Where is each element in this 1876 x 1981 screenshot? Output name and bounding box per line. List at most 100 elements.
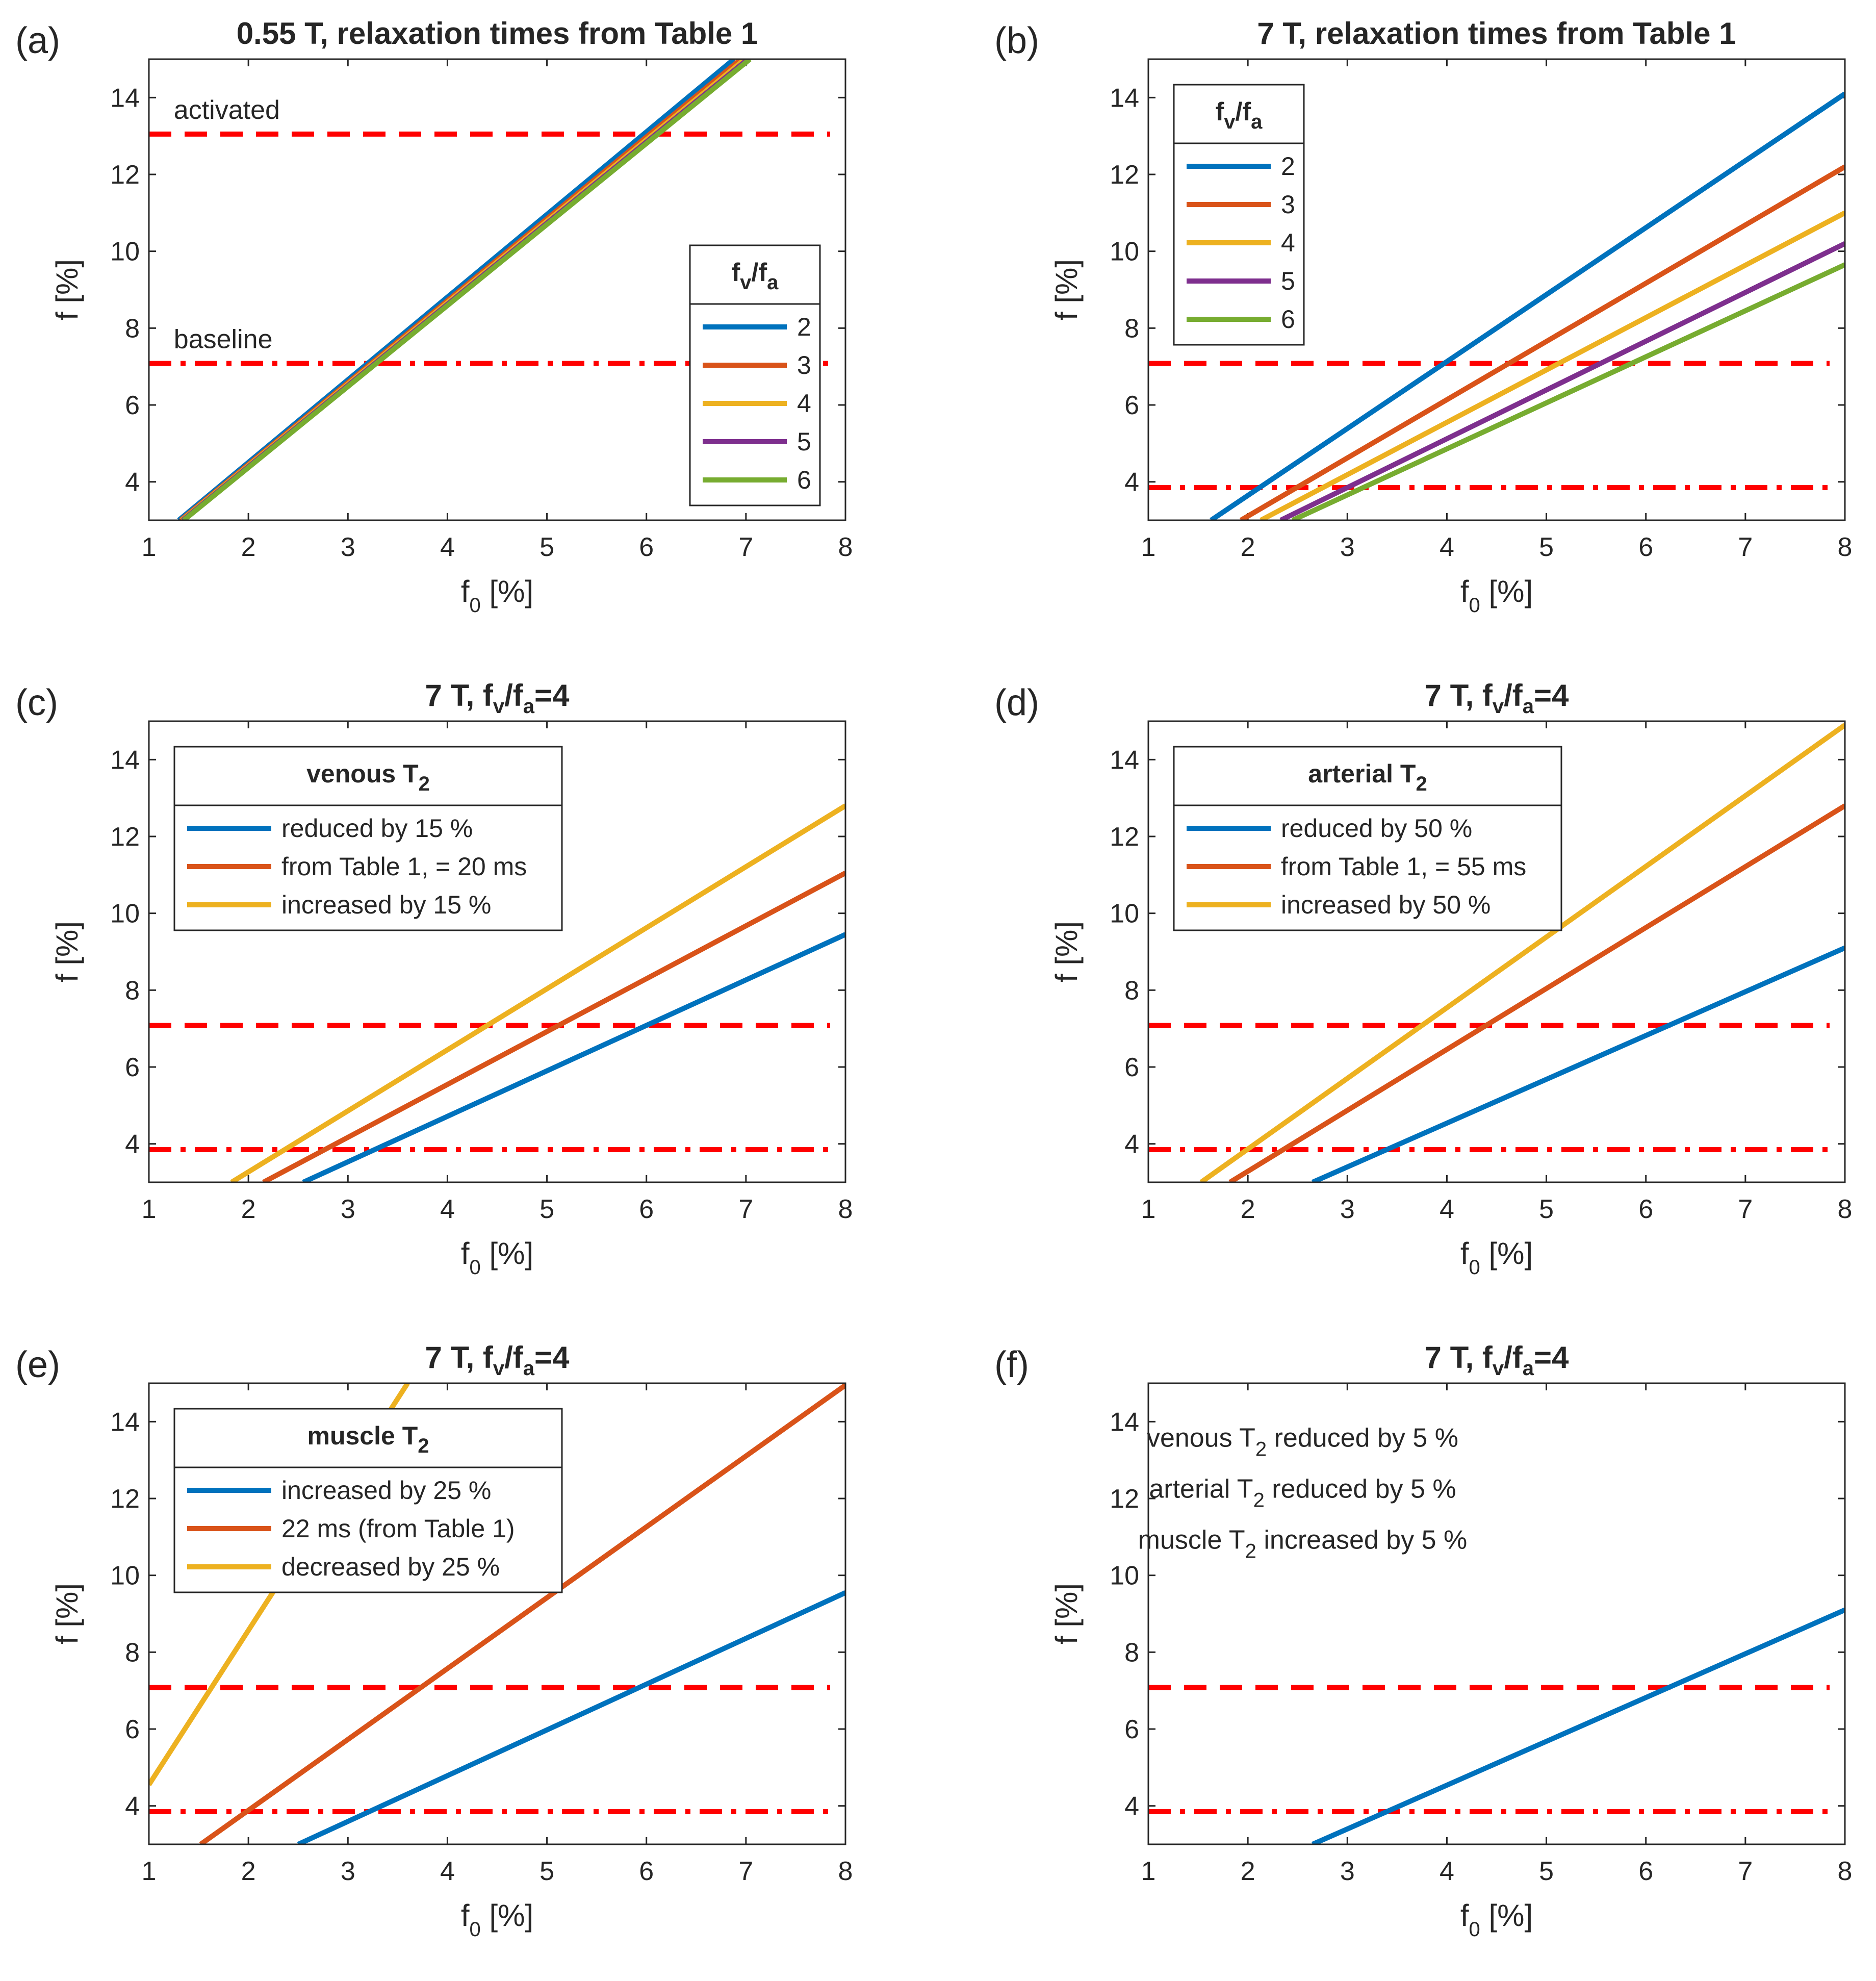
legend-box (689, 244, 821, 506)
legend-entry: reduced by 50 % (1281, 814, 1472, 843)
series-group (177, 59, 752, 520)
x-axis-label: f0 [%] (461, 574, 533, 617)
x-tick-label: 4 (1440, 1857, 1454, 1886)
x-tick-label: 2 (241, 1195, 256, 1224)
legend: fv/fa 2 3 4 5 6 (689, 244, 821, 506)
x-tick-label: 7 (738, 1195, 753, 1224)
reference-line-label: activated (174, 95, 280, 125)
panel-label: (c) (15, 682, 58, 723)
y-tick-label: 6 (125, 1715, 140, 1744)
x-tick-label: 1 (1141, 532, 1156, 562)
y-axis-label: f [%] (50, 921, 84, 982)
y-tick-label: 6 (1124, 1715, 1139, 1744)
legend-title: muscle T2 (307, 1421, 429, 1457)
legend-entry: 2 (797, 313, 811, 341)
x-tick-label: 8 (838, 1195, 853, 1224)
y-tick-label: 6 (1124, 391, 1139, 420)
x-tick-label: 6 (639, 1195, 654, 1224)
panel-a: (a) 0.55 T, relaxation times from Table 1… (15, 16, 853, 617)
y-tick-label: 10 (110, 899, 140, 929)
x-tick-label: 5 (1539, 1195, 1554, 1224)
series-line-reduced-by-15- (302, 932, 845, 1182)
series-line-3 (1239, 164, 1845, 520)
legend-entry: from Table 1, = 20 ms (281, 852, 527, 881)
legend-entry: from Table 1, = 55 ms (1281, 852, 1526, 881)
legend-entry: decreased by 25 % (281, 1553, 500, 1581)
y-tick-label: 12 (1110, 1484, 1139, 1514)
x-tick-label: 8 (838, 1857, 853, 1886)
y-tick-label: 14 (1110, 1407, 1139, 1437)
y-axis-label: f [%] (1049, 259, 1084, 320)
series-line-increased-by-15- (230, 803, 845, 1182)
y-tick-label: 12 (1110, 822, 1139, 852)
y-tick-label: 12 (110, 1484, 140, 1514)
reference-line-label: baseline (174, 325, 273, 354)
x-tick-label: 6 (1638, 532, 1653, 562)
legend-entry: increased by 25 % (281, 1476, 491, 1505)
x-tick-label: 5 (539, 532, 554, 562)
panel-label: (e) (15, 1344, 60, 1385)
chart-title: 7 T, fv/fa=4 (1425, 1340, 1570, 1380)
panel-label: (d) (994, 682, 1039, 723)
x-tick-label: 6 (1638, 1857, 1653, 1886)
legend-entry: 6 (1281, 305, 1295, 334)
series-line-combined (1311, 1607, 1845, 1844)
x-tick-label: 7 (738, 532, 753, 562)
legend-entry: 3 (797, 351, 811, 379)
x-tick-label: 5 (539, 1857, 554, 1886)
y-tick-label: 4 (125, 1130, 140, 1159)
series-line-6 (1291, 262, 1845, 520)
y-tick-label: 10 (1110, 1561, 1139, 1591)
x-tick-label: 8 (1838, 532, 1853, 562)
series-line-22-ms-from-table-1- (199, 1383, 845, 1844)
legend: muscle T2 increased by 25 % 22 ms (from Ta… (173, 1408, 563, 1593)
legend-entry: 2 (1281, 152, 1295, 181)
series-line-reduced-by-50- (1311, 945, 1845, 1182)
series-group (230, 803, 845, 1182)
series-group (1210, 91, 1845, 520)
y-tick-label: 14 (110, 745, 140, 775)
y-tick-label: 12 (1110, 160, 1139, 190)
series-line-5 (1279, 241, 1845, 520)
series-group (1311, 1607, 1845, 1844)
y-tick-label: 14 (1110, 745, 1139, 775)
legend-box (173, 1408, 563, 1593)
panel-label: (f) (994, 1344, 1029, 1385)
chart-title: 7 T, fv/fa=4 (1425, 678, 1570, 718)
x-tick-label: 5 (539, 1195, 554, 1224)
x-tick-label: 2 (241, 532, 256, 562)
legend-title: venous T2 (306, 759, 430, 795)
x-tick-label: 4 (440, 532, 455, 562)
annotation-text: arterial T2 reduced by 5 % (1149, 1474, 1456, 1511)
x-tick-label: 1 (1141, 1857, 1156, 1886)
x-tick-label: 8 (1838, 1195, 1853, 1224)
legend-entry: 6 (797, 466, 811, 494)
legend-title: arterial T2 (1308, 759, 1427, 795)
chart-title: 7 T, fv/fa=4 (425, 1340, 570, 1380)
axes-box (1147, 720, 1846, 1183)
legend-entry: 5 (797, 427, 811, 456)
x-axis-label: f0 [%] (1460, 574, 1533, 617)
y-axis-label: f [%] (1049, 921, 1084, 982)
series-line-increased-by-25- (297, 1590, 845, 1844)
series-line-from-table-1-55-ms (1228, 803, 1845, 1182)
legend-box (1173, 746, 1562, 931)
series-line-4 (1260, 210, 1845, 520)
y-tick-label: 4 (125, 1792, 140, 1821)
y-tick-label: 8 (1124, 976, 1139, 1005)
y-tick-label: 12 (110, 822, 140, 852)
x-tick-label: 1 (142, 1857, 157, 1886)
x-tick-label: 6 (1638, 1195, 1653, 1224)
axes-box (148, 1382, 846, 1845)
x-tick-label: 7 (738, 1857, 753, 1886)
y-tick-label: 8 (125, 1638, 140, 1667)
x-axis-label: f0 [%] (461, 1236, 533, 1279)
series-group (1199, 723, 1845, 1182)
x-tick-label: 5 (1539, 1857, 1554, 1886)
x-tick-label: 7 (1738, 1195, 1753, 1224)
x-tick-label: 8 (838, 532, 853, 562)
